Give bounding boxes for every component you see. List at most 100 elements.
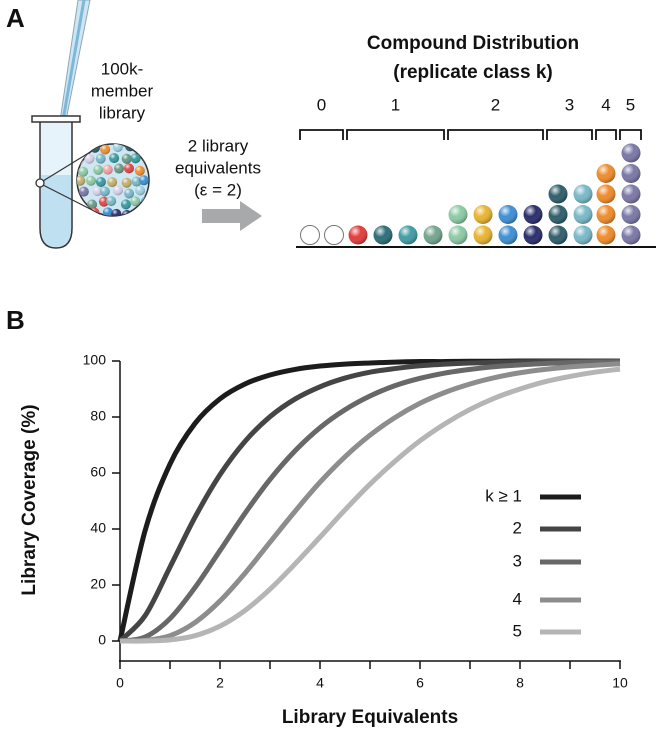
legend-label: 5 [513,621,522,640]
compound-shine [398,225,418,245]
member-shine [112,185,123,196]
compound-shine [548,225,568,245]
panel-label: A [6,3,25,33]
member-shine [102,207,113,216]
tube-liquid [41,175,71,247]
zoom-point [35,178,45,188]
compound-shine [473,205,493,224]
compound-shine [596,164,616,183]
member [147,209,149,216]
panel-a: A 100k- member library 2 library equival… [6,0,656,249]
legend-label: 4 [513,589,522,608]
class-label: 5 [626,95,635,114]
member-shine [114,163,125,174]
x-tick-label: 2 [216,675,224,691]
compound-shine [473,225,493,245]
member-shine [138,175,149,186]
compound [300,225,320,245]
compound-shine [423,225,443,245]
distribution-title: Compound Distribution [367,33,579,54]
distribution-title: (replicate class k) [393,62,552,83]
compound-shine [596,184,616,204]
member [136,208,147,216]
member-shine [86,175,97,186]
y-tick-label: 20 [90,576,106,592]
member [148,164,149,175]
compound-shine [498,225,518,245]
class-label: 3 [565,95,574,114]
class-bracket [346,129,445,140]
member-shine [99,186,110,197]
compound-shine [573,184,593,204]
member-shine [92,186,103,197]
member-shine [130,196,141,207]
x-tick-label: 6 [416,675,424,691]
compound-shine [548,205,568,224]
compound-shine [498,205,518,224]
class-bracket [299,129,344,140]
compound [324,225,344,245]
arrow [202,201,262,231]
member-shine [77,198,84,209]
member-shine [124,188,135,199]
member-shine [133,144,144,154]
member-shine [148,186,149,197]
member-shine [78,186,89,197]
compound-shine [548,184,568,204]
compound-shine [621,184,641,204]
member [78,208,89,216]
x-axis-label: Library Equivalents [282,707,458,728]
member-shine [135,185,146,196]
y-axis-label: Library Coverage (%) [19,404,40,595]
legend-label: 3 [513,551,522,570]
compound-shine [573,205,593,224]
member-shine [134,165,145,176]
member-shine [130,153,141,164]
member-shine [100,144,111,155]
member-shine [121,153,132,164]
member-shine [95,153,106,164]
compound-shine [621,205,641,224]
compound-shine [448,225,468,245]
compound-shine [448,205,468,224]
member-shine [111,208,122,216]
member-shine [77,175,86,186]
member-shine [120,199,131,210]
library-label: member [91,81,154,100]
arrow-label: (ε = 2) [194,180,242,199]
compound-shine [573,225,593,245]
member-shine [89,144,100,153]
compound-shine [348,225,368,245]
curve [119,361,621,644]
arrow-label: equivalents [175,158,261,177]
member-shine [87,199,98,210]
member [80,144,91,154]
compound-shine [596,225,616,245]
compound-shine [523,205,543,224]
curve [119,366,621,644]
member [77,198,84,209]
member-shine [124,163,135,174]
member-shine [78,166,89,177]
x-tick-label: 10 [612,675,628,691]
y-tick-label: 100 [83,352,107,368]
compound-shine [621,225,641,245]
member-shine [84,153,95,164]
class-bracket [447,129,544,140]
library-label: 100k- [101,59,144,78]
member-shine [93,164,104,175]
member-shine [131,176,142,187]
compound-shine [373,225,393,245]
legend-label: 2 [513,518,522,537]
member-shine [95,176,106,187]
x-tick-label: 0 [116,675,124,691]
compound-shine [621,143,641,163]
member-shine [78,208,89,216]
member-shine [136,208,147,216]
x-tick-label: 8 [516,675,524,691]
x-tick-label: 4 [316,675,324,691]
class-bracket [595,129,617,140]
member-shine [146,144,149,153]
compound-shine [621,164,641,183]
